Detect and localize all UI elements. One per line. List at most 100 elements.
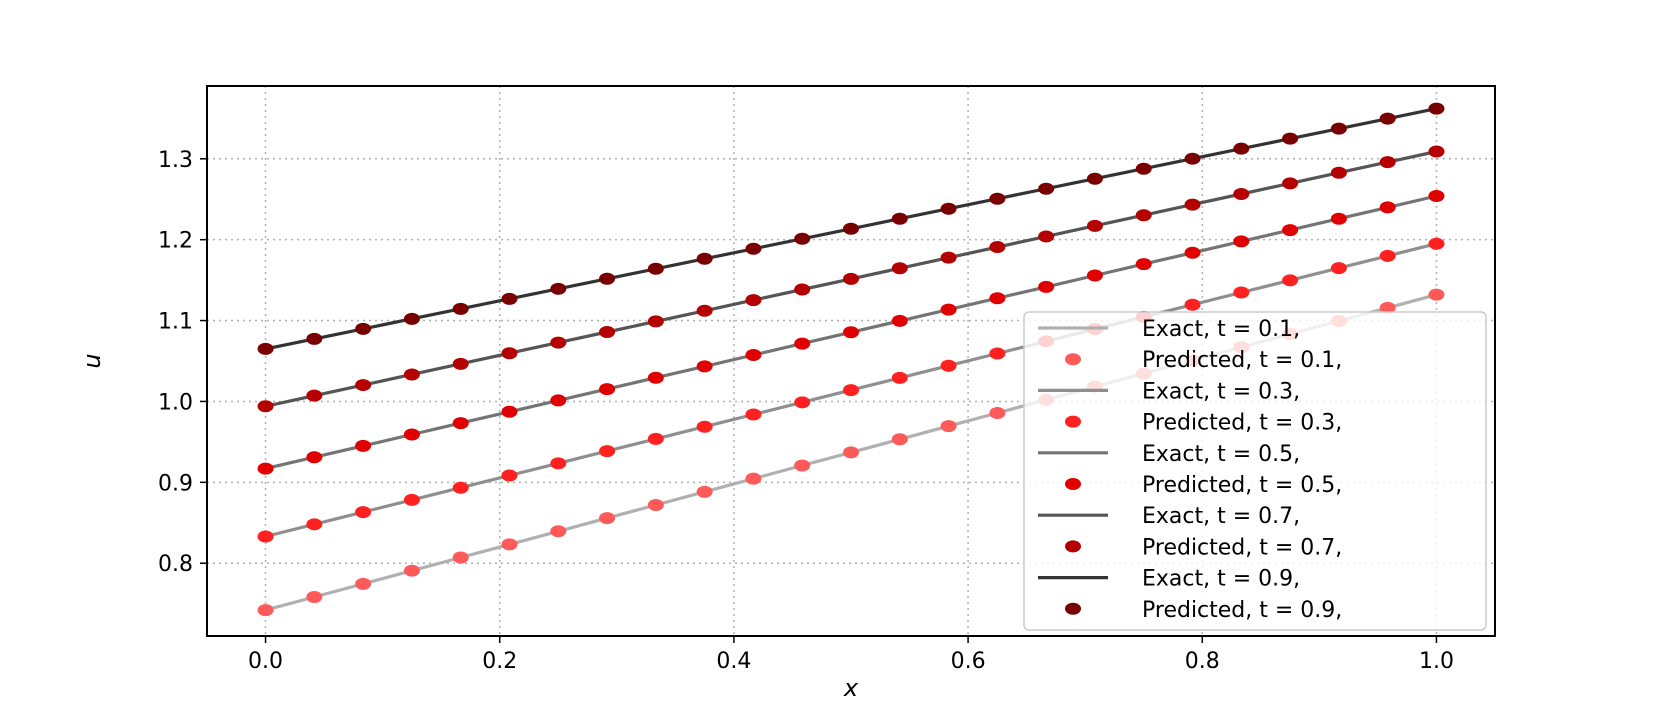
legend-marker-swatch: [1065, 478, 1081, 490]
data-point-9: [794, 232, 811, 245]
data-point-3: [1233, 286, 1250, 299]
data-point-1: [1379, 301, 1396, 314]
data-point-7: [647, 315, 664, 328]
data-point-7: [1086, 219, 1103, 232]
data-point-7: [257, 400, 274, 413]
legend-marker-swatch: [1065, 415, 1081, 428]
data-point-9: [501, 292, 518, 305]
legend-box: [1023, 311, 1487, 631]
data-point-3: [1184, 298, 1201, 311]
data-point-3: [1330, 262, 1347, 275]
legend-label: Predicted, t = 0.9,: [1142, 598, 1342, 623]
legend-marker-swatch: [1065, 353, 1081, 366]
legend: Exact, t = 0.1, Predicted, t = 0.1, Exact,…: [1023, 311, 1487, 631]
data-point-7: [940, 251, 957, 264]
data-point-3: [696, 420, 713, 433]
data-point-7: [891, 262, 908, 275]
data-point-3: [989, 347, 1006, 360]
data-point-9: [989, 192, 1006, 205]
data-point-1: [306, 590, 323, 603]
y-axis-label: u: [78, 353, 106, 368]
data-point-3: [891, 371, 908, 384]
data-point-5: [647, 371, 664, 384]
legend-label: Exact, t = 0.7,: [1142, 504, 1300, 529]
data-point-3: [1282, 274, 1299, 287]
legend-marker-swatch: [1065, 540, 1081, 553]
y-tick-label: 0.9: [158, 471, 193, 496]
data-point-1: [940, 420, 957, 433]
axes-frame: [206, 85, 1496, 637]
data-point-7: [1428, 145, 1445, 158]
grid: [207, 86, 1495, 636]
data-point-3: [403, 493, 420, 506]
data-point-3: [306, 518, 323, 531]
data-point-1: [843, 446, 859, 459]
data-point-7: [1282, 177, 1299, 190]
data-point-5: [1233, 235, 1250, 248]
x-tick-label: 0.4: [716, 649, 751, 674]
data-point-1: [1428, 288, 1445, 301]
legend-label: Exact, t = 0.3,: [1142, 379, 1300, 404]
y-tick-label: 1.0: [158, 390, 193, 415]
data-point-1: [550, 525, 567, 538]
data-point-1: [599, 512, 616, 525]
data-point-3: [355, 506, 372, 519]
data-point-9: [843, 222, 859, 235]
data-point-9: [599, 272, 616, 285]
data-point-5: [501, 405, 518, 418]
data-point-7: [794, 283, 811, 296]
x-tick-label: 0.8: [1185, 649, 1220, 674]
data-point-5: [1086, 269, 1103, 282]
x-axis-label: x: [843, 674, 859, 702]
data-point-5: [599, 383, 616, 396]
data-point-7: [1233, 187, 1250, 200]
data-point-1: [794, 459, 811, 472]
data-point-9: [891, 212, 908, 225]
data-point-9: [1379, 112, 1396, 125]
data-point-7: [1135, 209, 1152, 222]
data-point-5: [452, 417, 469, 430]
data-point-9: [1086, 172, 1103, 185]
x-tick-label: 1.0: [1419, 649, 1454, 674]
data-point-7: [1330, 166, 1347, 179]
legend-label: Exact, t = 0.9,: [1142, 567, 1300, 592]
data-point-5: [257, 462, 274, 475]
y-tick-label: 0.8: [158, 552, 193, 577]
data-point-5: [989, 292, 1006, 305]
data-point-7: [599, 325, 616, 338]
data-point-5: [745, 349, 762, 362]
data-point-7: [355, 379, 372, 392]
data-point-9: [1038, 182, 1055, 195]
data-point-7: [1184, 198, 1201, 211]
data-point-1: [501, 538, 518, 551]
data-point-3: [940, 359, 957, 372]
data-point-5: [1330, 212, 1347, 225]
data-point-3: [452, 481, 469, 494]
data-point-9: [1282, 132, 1299, 145]
data-point-9: [306, 332, 323, 345]
data-point-7: [550, 336, 567, 349]
plot-area: [257, 102, 1445, 617]
data-point-9: [745, 242, 762, 255]
data-point-5: [355, 439, 372, 452]
data-point-3: [599, 445, 616, 458]
data-point-7: [403, 368, 420, 381]
y-tick-label: 1.3: [158, 148, 193, 173]
data-point-9: [1330, 122, 1347, 135]
data-point-1: [745, 472, 762, 485]
legend-marker-swatch: [1065, 602, 1081, 615]
data-point-1: [891, 433, 908, 446]
data-point-1: [989, 406, 1006, 419]
data-point-1: [647, 498, 664, 511]
data-point-7: [989, 241, 1006, 254]
data-point-3: [1428, 237, 1445, 250]
data-point-5: [306, 451, 323, 464]
data-point-9: [1428, 102, 1445, 115]
data-point-5: [1428, 190, 1445, 202]
data-point-5: [1038, 280, 1055, 293]
data-point-7: [452, 357, 469, 370]
data-point-9: [1233, 142, 1250, 155]
data-point-9: [257, 342, 274, 355]
data-point-7: [501, 347, 518, 360]
data-point-5: [1282, 224, 1299, 237]
